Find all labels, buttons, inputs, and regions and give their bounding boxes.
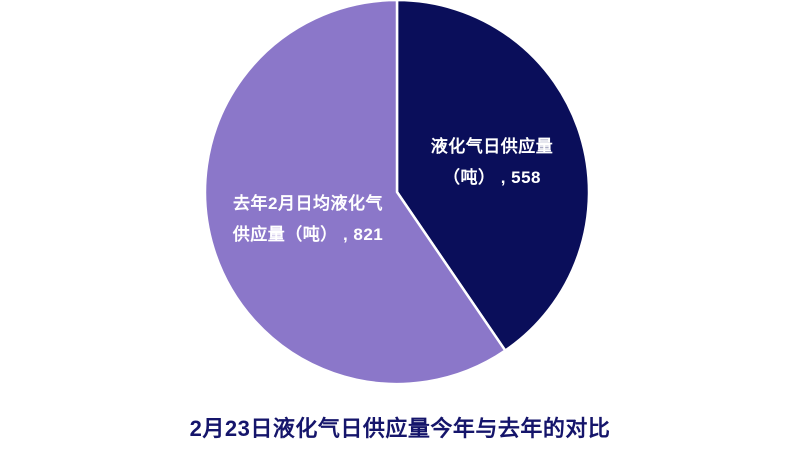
slice-label-current-supply: 液化气日供应量 （吨） , 558 [431, 131, 554, 193]
pie-slice-0 [395, 0, 591, 352]
chart-title: 2月23日液化气日供应量今年与去年的对比 [189, 416, 611, 441]
slice-label-line2: 供应量（吨） , 821 [232, 225, 384, 244]
slice-label-line1: 液化气日供应量 [430, 137, 554, 156]
slice-label-line1: 去年2月日均液化气 [233, 194, 383, 213]
pie-slice-1 [203, 0, 507, 386]
slice-label-last-year-supply: 去年2月日均液化气 供应量（吨） , 821 [233, 188, 384, 250]
slice-label-line2: （吨） , 558 [442, 168, 542, 187]
